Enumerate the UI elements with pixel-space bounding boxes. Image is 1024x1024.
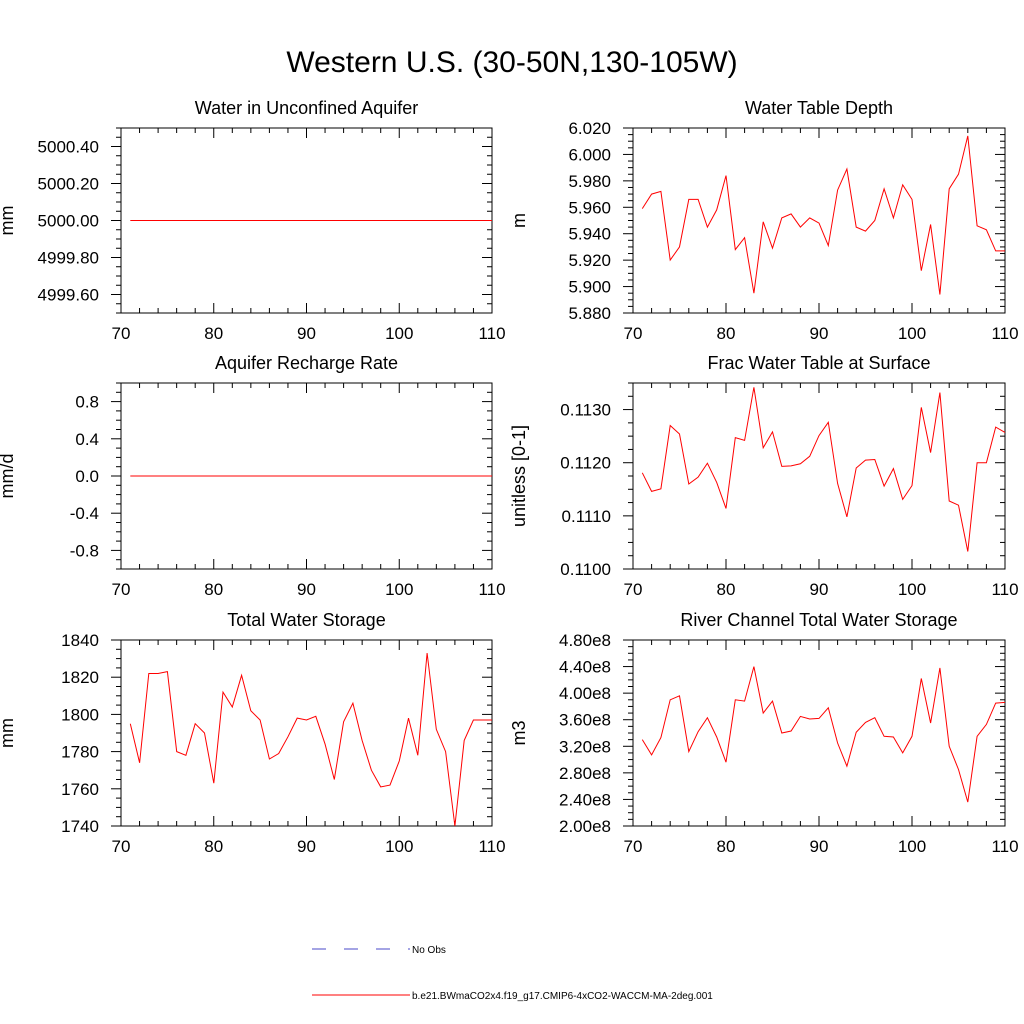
plot-frame	[632, 639, 1006, 827]
y-tick-label: 1760	[61, 780, 99, 799]
y-tick-label: 3.20e8	[559, 737, 611, 756]
legend-label-no-obs: No Obs	[412, 945, 446, 956]
y-tick-label: -0.4	[70, 504, 99, 523]
x-tick-label: 90	[810, 580, 829, 599]
panel-title: Total Water Storage	[227, 610, 385, 630]
y-tick-label: 4.40e8	[559, 658, 611, 677]
y-tick-label: 1820	[61, 668, 99, 687]
y-tick-label: 4.00e8	[559, 684, 611, 703]
y-tick-label: 5000.20	[38, 175, 99, 194]
y-tick-label: 5.940	[568, 225, 611, 244]
y-tick-label: 5.920	[568, 251, 611, 270]
x-tick-label: 110	[991, 837, 1018, 856]
series-line	[641, 135, 1005, 295]
panel-5: Total Water Storage mm 70 80 90 100 110 1740 176…	[0, 610, 506, 856]
x-tick-label: 80	[717, 324, 736, 343]
panel-title: Water Table Depth	[745, 98, 893, 118]
y-tick-label: 4.80e8	[559, 631, 611, 650]
x-tick-label: 80	[204, 324, 223, 343]
y-tick-label: 5000.00	[38, 212, 99, 231]
panel-6: River Channel Total Water Storage m3 70 80 9…	[509, 610, 1019, 856]
x-tick-label: 70	[112, 580, 131, 599]
y-axis-label: m	[509, 213, 529, 228]
main-title: Western U.S. (30-50N,130-105W)	[286, 46, 738, 79]
x-tick-label: 80	[717, 580, 736, 599]
x-tick-label: 90	[297, 837, 316, 856]
legend: No Obs b.e21.BWmaCO2x4.f19_g17.CMIP6-4xCO…	[312, 945, 713, 1002]
series-line	[641, 387, 1006, 552]
y-tick-label: 0.4	[75, 430, 99, 449]
y-tick-label: 0.1100	[560, 560, 611, 579]
x-tick-label: 110	[478, 324, 505, 343]
y-tick-label: 1800	[61, 705, 99, 724]
x-tick-label: 100	[898, 837, 926, 856]
y-tick-label: -0.8	[70, 541, 99, 560]
y-tick-label: 0.0	[75, 467, 99, 486]
y-tick-label: 5000.40	[38, 138, 99, 157]
y-tick-label: 0.1110	[562, 507, 611, 526]
x-tick-label: 90	[297, 324, 316, 343]
y-tick-label: 0.1130	[560, 401, 611, 420]
y-tick-label: 1780	[61, 743, 99, 762]
y-axis-label: m3	[509, 720, 529, 745]
x-tick-label: 90	[810, 324, 829, 343]
x-tick-label: 100	[898, 580, 926, 599]
x-tick-label: 110	[478, 580, 505, 599]
y-tick-label: 5.880	[568, 304, 611, 323]
panel-title: Water in Unconfined Aquifer	[195, 98, 418, 118]
y-tick-label: 0.1120	[560, 454, 611, 473]
y-tick-label: 5.900	[568, 278, 611, 297]
series-line	[129, 652, 492, 827]
x-tick-label: 80	[204, 837, 223, 856]
plot-frame	[120, 639, 493, 827]
y-tick-label: 2.80e8	[559, 764, 611, 783]
y-tick-label: 6.000	[568, 145, 611, 164]
y-tick-label: 0.8	[75, 393, 99, 412]
x-tick-label: 70	[112, 324, 131, 343]
y-tick-label: 1840	[61, 631, 99, 650]
panel-title: Aquifer Recharge Rate	[215, 353, 398, 373]
y-tick-label: 5.960	[568, 198, 611, 217]
x-tick-label: 100	[385, 837, 413, 856]
y-tick-label: 1740	[61, 817, 99, 836]
y-tick-label: 4999.60	[38, 286, 99, 305]
legend-label-model: b.e21.BWmaCO2x4.f19_g17.CMIP6-4xCO2-WACC…	[412, 991, 713, 1002]
panel-2: Water Table Depth m 70 80 90 100 110 5.880 5.900…	[509, 98, 1019, 343]
y-tick-label: 6.020	[568, 119, 611, 138]
plot-frame	[632, 127, 1006, 314]
x-tick-label: 80	[204, 580, 223, 599]
x-tick-label: 100	[385, 324, 413, 343]
panel-title: River Channel Total Water Storage	[680, 610, 957, 630]
panel-title: Frac Water Table at Surface	[707, 353, 930, 373]
y-axis-label: unitless [0-1]	[509, 425, 529, 527]
x-tick-label: 90	[297, 580, 316, 599]
panel-3: Aquifer Recharge Rate mm/d 70 80 90 100 110 -0.…	[0, 353, 506, 599]
y-axis-label: mm	[0, 718, 17, 748]
x-tick-label: 100	[898, 324, 926, 343]
y-axis-label: mm/d	[0, 454, 17, 499]
x-tick-label: 70	[624, 324, 643, 343]
x-tick-label: 70	[624, 837, 643, 856]
x-tick-label: 90	[810, 837, 829, 856]
y-tick-label: 3.60e8	[559, 711, 611, 730]
y-tick-label: 2.00e8	[559, 817, 611, 836]
x-tick-label: 70	[112, 837, 131, 856]
y-tick-label: 5.980	[568, 172, 611, 191]
y-tick-label: 4999.80	[38, 249, 99, 268]
y-tick-label: 2.40e8	[559, 790, 611, 809]
x-tick-label: 110	[478, 837, 505, 856]
x-tick-label: 80	[717, 837, 736, 856]
panel-4: Frac Water Table at Surface unitless [0-1…	[509, 353, 1019, 599]
x-tick-label: 70	[624, 580, 643, 599]
panel-1: Water in Unconfined Aquifer mm 70 80 90 100 11…	[0, 98, 506, 343]
x-tick-label: 110	[991, 580, 1018, 599]
y-axis-label: mm	[0, 206, 17, 236]
series-line	[641, 666, 1006, 803]
x-tick-label: 100	[385, 580, 413, 599]
x-tick-label: 110	[991, 324, 1018, 343]
plot-frame	[632, 382, 1006, 570]
